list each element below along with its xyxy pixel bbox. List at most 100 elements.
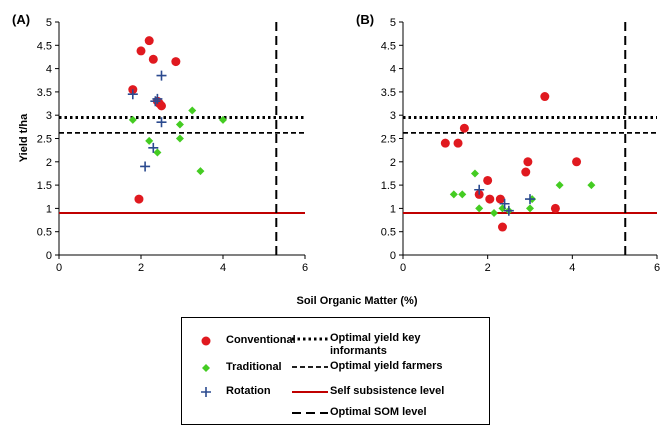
conventional-point [523,157,533,167]
panel-b: (B) 0 0.5 1 1.5 2 2.5 3 3.5 4 4.5 5 0 2 4 6 [356,12,660,274]
traditional-point [526,204,534,213]
traditional-point [153,148,162,157]
conventional-point [453,138,463,148]
legend-label-conventional: Conventional [226,334,296,346]
traditional-point [219,115,227,124]
conventional-point [521,167,531,177]
traditional-point [196,167,205,176]
rotation-point [150,96,161,107]
rotation-point [140,161,151,172]
y-tick-label: 1.5 [37,180,52,192]
y-tick-label: 0.5 [37,227,52,239]
conventional-point [495,194,505,204]
conventional-point [550,203,560,213]
y-tick-label: 0 [46,250,52,262]
x-tick-label: 6 [302,262,308,274]
rotation-point [152,93,163,104]
legend-symbol-traditional [202,364,210,372]
conventional-point [171,57,181,67]
rotation-point [499,198,510,209]
rotation-point [525,194,535,205]
y-tick-label: 3 [390,110,396,122]
traditional-point [458,190,467,199]
conventional-point [459,123,469,133]
y-tick-label: 5 [46,17,52,29]
y-tick-label: 2 [46,157,52,169]
y-tick-label: 0 [390,250,396,262]
legend-item-traditional: Traditional [186,361,282,375]
legend-label-som: Optimal SOM level [330,406,427,418]
conventional-point [540,92,550,102]
traditional-point [128,115,137,124]
y-tick-label: 1 [390,203,396,215]
x-tick-label: 0 [400,262,406,274]
conventional-point [157,101,166,111]
rotation-point [156,70,167,81]
conventional-point [148,54,158,64]
traditional-point [175,120,184,129]
conventional-point [497,222,507,232]
rotation-point [503,205,514,216]
traditional-point [587,181,596,190]
rotation-point [156,117,167,128]
legend-symbol-key-informants [292,337,328,341]
legend-item-key-informants: Optimal yield key informants [290,332,486,358]
x-tick-label: 2 [485,262,491,274]
legend-label-traditional: Traditional [226,361,282,373]
y-tick-label: 5 [390,17,396,29]
panel-a-label: (A) [12,12,30,27]
traditional-point [470,169,479,178]
legend-label-key-informants: Optimal yield key informants [330,332,421,357]
conventional-point [136,46,146,56]
panel-a: (A) Yield t/ha 0 0.5 1 1.5 2 2.5 3 3.5 4 4.5 5 0 2 4 6 [12,12,308,274]
legend-symbol-farmers [292,366,328,368]
legend-symbol-rotation [201,387,211,397]
traditional-point [145,136,154,145]
y-tick-label: 2 [390,157,396,169]
rotation-point [148,142,159,153]
legend: Conventional Traditional Rotation Optima… [181,317,490,425]
legend-label-farmers: Optimal yield farmers [330,360,443,372]
y-tick-label: 3.5 [381,87,396,99]
legend-item-farmers: Optimal yield farmers [290,360,443,374]
rotation-point [127,89,138,100]
traditional-point [490,209,499,218]
legend-symbol-conventional [201,336,211,346]
legend-item-subsistence: Self subsistence level [290,385,444,399]
x-tick-label: 2 [138,262,144,274]
y-tick-label: 3 [46,110,52,122]
x-axis-title: Soil Organic Matter (%) [296,295,417,307]
y-tick-label: 1.5 [381,180,396,192]
traditional-point [475,204,484,213]
y-tick-label: 2.5 [381,134,396,146]
y-tick-label: 2.5 [37,134,52,146]
y-axis-title: Yield t/ha [18,113,30,162]
x-tick-label: 4 [220,262,226,274]
legend-label-rotation: Rotation [226,385,271,397]
y-tick-label: 4.5 [37,40,52,52]
conventional-point [485,194,495,204]
x-tick-label: 0 [56,262,62,274]
conventional-point [134,194,144,204]
conventional-point [440,138,450,148]
legend-item-conventional: Conventional [186,334,296,348]
y-tick-label: 4 [390,64,396,76]
legend-item-rotation: Rotation [186,385,271,399]
traditional-point [449,190,458,199]
legend-label-subsistence: Self subsistence level [330,385,445,397]
y-tick-label: 0.5 [381,227,396,239]
conventional-point [144,36,154,46]
panel-b-label: (B) [356,12,374,27]
y-tick-label: 1 [46,203,52,215]
rotation-point [474,184,485,195]
y-tick-label: 4.5 [381,40,396,52]
traditional-point [188,106,197,115]
y-tick-label: 4 [46,64,52,76]
x-tick-label: 4 [569,262,575,274]
traditional-point [175,134,184,143]
legend-symbol-som [292,412,328,414]
y-tick-label: 3.5 [37,87,52,99]
legend-symbol-subsistence [292,391,328,393]
conventional-point [572,157,582,167]
